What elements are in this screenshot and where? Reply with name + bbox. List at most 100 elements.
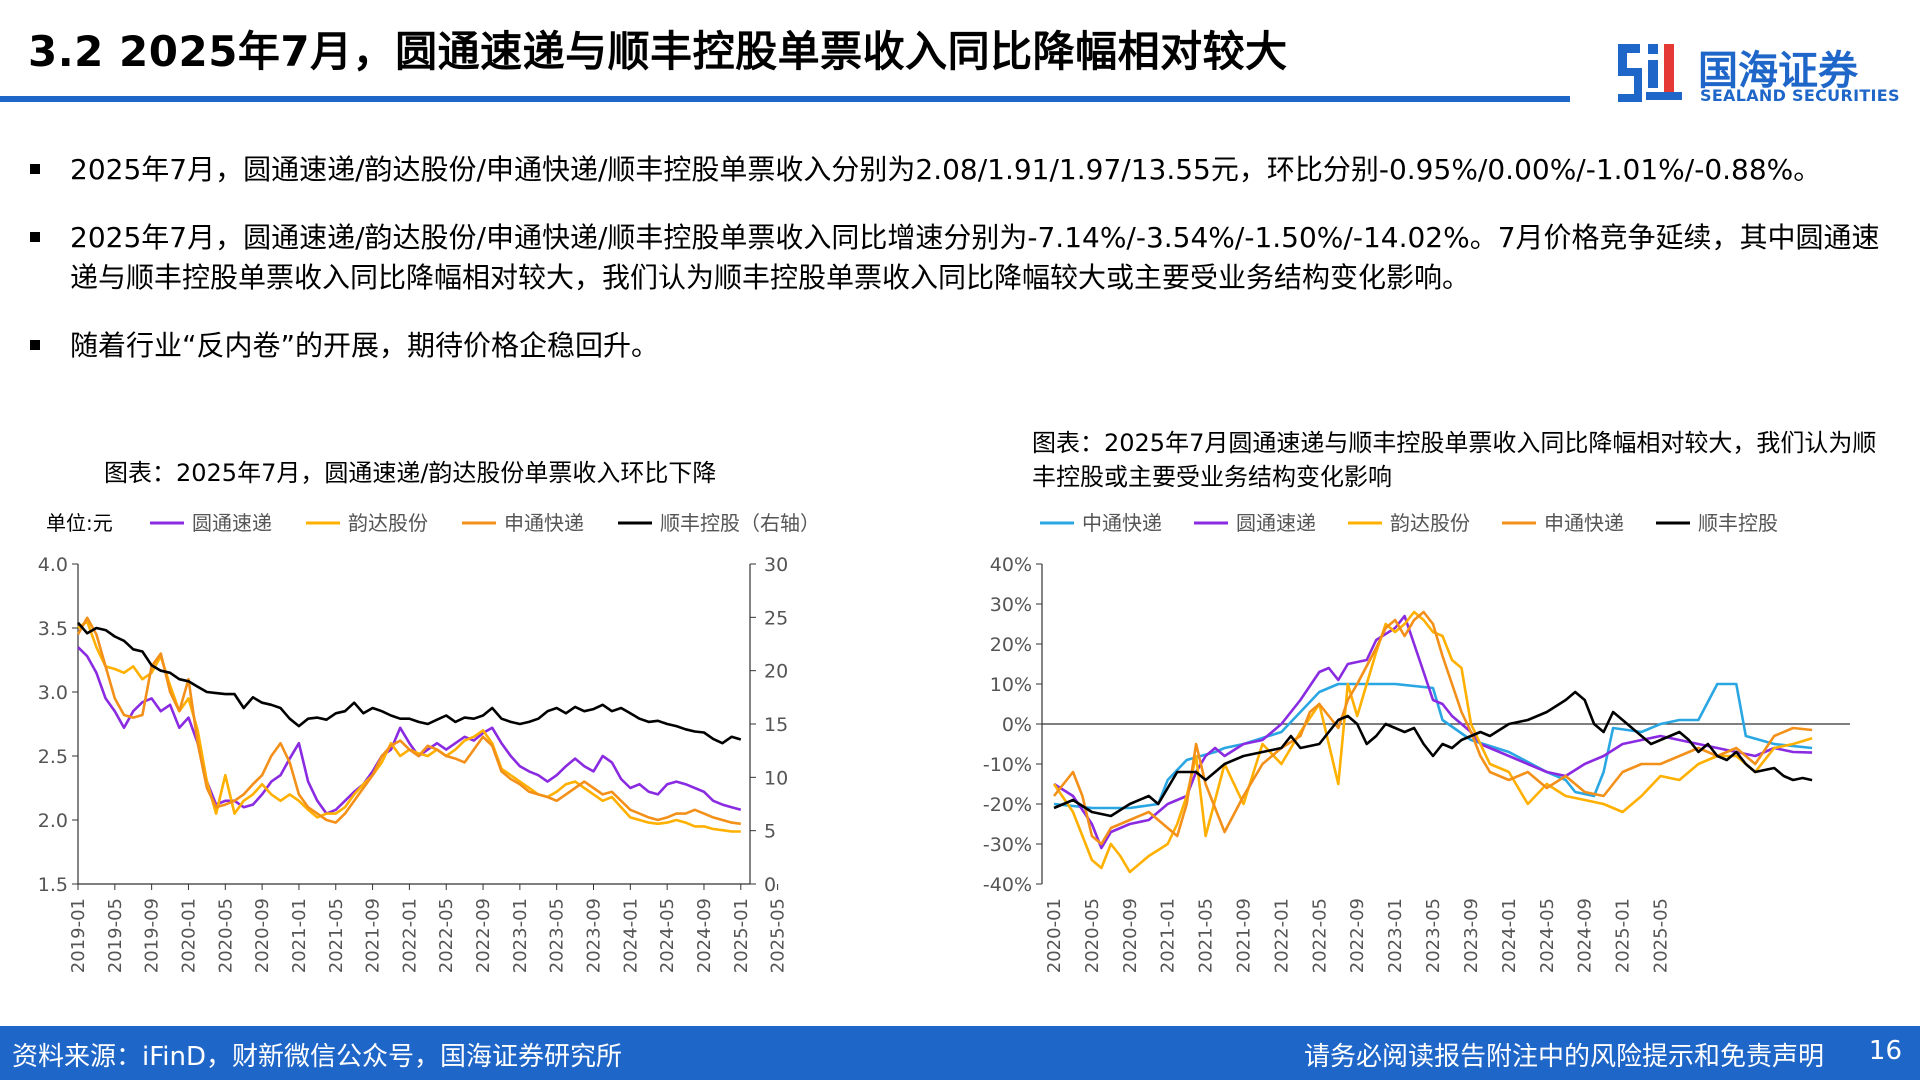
page-title: 3.2 2025年7月，圆通速递与顺丰控股单票收入同比降幅相对较大 [28,27,1288,76]
x-tick-label: 2024-05 [657,898,678,973]
right-line-chart: 中通快递 圆通速递 韵达股份 申通快递 顺丰控股 -40% -30% -20% -10% 0% 10… [983,511,1850,973]
x-tick-label: 2023-01 [510,898,531,973]
x-tick-label: 2022-05 [436,898,457,973]
x-tick-label: 2024-09 [1575,898,1596,973]
legend-label: 韵达股份 [348,511,428,535]
y-right-tick-label: 30 [764,554,788,576]
x-tick-label: 2021-09 [363,898,384,973]
y-tick-label: 1.5 [38,874,68,896]
x-tick-label: 2022-01 [399,898,420,973]
series-line [1053,690,1813,818]
y-tick-label: -30% [983,834,1032,856]
y-tick-label: -10% [983,754,1032,776]
legend-label: 圆通速递 [1236,511,1316,535]
y-tick-label: 3.0 [38,682,68,704]
x-tick-label: 2023-09 [1461,898,1482,973]
y-tick-label: 40% [990,554,1032,576]
x-tick-label: 2020-05 [215,898,236,973]
x-tick-label: 2022-09 [1347,898,1368,973]
x-tick-label: 2023-05 [1423,898,1444,973]
page-number: 16 [1868,1036,1902,1066]
x-tick-label: 2019-01 [68,898,89,973]
disclaimer-link[interactable]: 请务必阅读报告附注中的风险提示和免责声明 [1303,1042,1824,1072]
y-tick-label: 2.0 [38,810,68,832]
x-tick-label: 2024-05 [1537,898,1558,973]
x-tick-label: 2021-09 [1234,898,1255,973]
bullet-list: 2025年7月，圆通速递/韵达股份/申通快递/顺丰控股单票收入分别为2.08/1… [28,150,1888,394]
x-tick-label: 2025-01 [731,898,752,973]
x-tick-label: 2021-01 [289,898,310,973]
x-tick-label: 2019-05 [105,898,126,973]
y-tick-label: 30% [990,594,1032,616]
y-right-tick-label: 20 [764,661,788,683]
x-tick-label: 2022-09 [473,898,494,973]
legend-label: 顺丰控股（右轴） [660,511,820,535]
x-tick-label: 2025-01 [1613,898,1634,973]
bullet-marker [30,164,40,174]
series-line [1052,610,1813,874]
bullet-item: 2025年7月，圆通速递/韵达股份/申通快递/顺丰控股单票收入同比增速分别为-7… [28,218,1888,298]
legend-label: 圆通速递 [192,511,272,535]
x-tick-label: 2025-05 [768,898,789,973]
footer-bar: 资料来源：iFinD，财新微信公众号，国海证券研究所 请务必阅读报告附注中的风险… [0,1026,1920,1080]
y-tick-label: 10% [990,674,1032,696]
x-tick-label: 2023-01 [1385,898,1406,973]
source-note: 资料来源：iFinD，财新微信公众号，国海证券研究所 [12,1042,623,1072]
series-line [76,616,741,826]
bullet-item: 2025年7月，圆通速递/韵达股份/申通快递/顺丰控股单票收入分别为2.08/1… [28,150,1888,190]
series-line [1053,614,1813,850]
bullet-text: 2025年7月，圆通速递/韵达股份/申通快递/顺丰控股单票收入同比增速分别为-7… [70,221,1880,294]
x-tick-label: 2024-09 [694,898,715,973]
y-tick-label: -20% [983,794,1032,816]
y-tick-label: 20% [990,634,1032,656]
y-tick-label: -40% [983,874,1032,896]
bullet-text: 随着行业“反内卷”的开展，期待价格企稳回升。 [70,329,660,362]
x-tick-label: 2023-05 [547,898,568,973]
x-tick-label: 2025-05 [1650,898,1671,973]
legend-label: 韵达股份 [1390,511,1470,535]
y-right-tick-label: 5 [764,821,776,843]
x-tick-label: 2021-05 [326,898,347,973]
legend-label: 顺丰控股 [1698,511,1778,535]
y-tick-label: 0% [1002,714,1032,736]
x-tick-label: 2020-01 [178,898,199,973]
logo-english-name: SEALAND SECURITIES [1700,86,1900,105]
bullet-text: 2025年7月，圆通速递/韵达股份/申通快递/顺丰控股单票收入分别为2.08/1… [70,153,1822,186]
x-tick-label: 2020-09 [252,898,273,973]
x-tick-label: 2024-01 [620,898,641,973]
x-tick-label: 2023-09 [584,898,605,973]
x-tick-label: 2022-01 [1271,898,1292,973]
x-tick-label: 2020-01 [1044,898,1065,973]
legend-label: 申通快递 [1544,511,1624,535]
title-underline [0,96,1570,102]
left-chart-title: 图表：2025年7月，圆通速递/韵达股份单票收入环比下降 [104,459,717,487]
legend-label: 中通快递 [1082,511,1162,535]
y-right-tick-label: 25 [764,607,788,629]
y-right-tick-label: 0 [764,874,776,896]
logo-chinese-name: 国海证券 [1698,48,1858,94]
series-line [1052,610,1813,846]
x-tick-label: 2019-09 [142,898,163,973]
x-tick-label: 2020-05 [1082,898,1103,973]
bullet-marker [30,340,40,350]
unit-label: 单位:元 [46,511,113,535]
y-right-tick-label: 10 [764,767,788,789]
x-tick-label: 2021-01 [1158,898,1179,973]
right-chart-title: 图表：2025年7月圆通速递与顺丰控股单票收入同比降幅相对较大，我们认为顺丰控股… [1032,429,1877,491]
y-tick-label: 2.5 [38,746,68,768]
legend-label: 申通快递 [504,511,584,535]
x-tick-label: 2020-09 [1120,898,1141,973]
company-logo: 国海证券 SEALAND SECURITIES [1610,34,1900,110]
left-line-chart: 单位:元 圆通速递 韵达股份 申通快递 顺丰控股（右轴） 1.5 2.0 2.5 3.0 3.5 4… [38,511,820,973]
series-line [77,646,742,815]
x-tick-label: 2024-01 [1499,898,1520,973]
sealand-logo-icon [1618,44,1682,102]
x-tick-label: 2021-05 [1196,898,1217,973]
series-line [77,621,742,745]
y-right-tick-label: 15 [764,714,788,736]
y-tick-label: 3.5 [38,618,68,640]
x-tick-label: 2022-05 [1309,898,1330,973]
bullet-marker [30,232,40,242]
bullet-item: 随着行业“反内卷”的开展，期待价格企稳回升。 [28,326,1888,366]
y-tick-label: 4.0 [38,554,68,576]
